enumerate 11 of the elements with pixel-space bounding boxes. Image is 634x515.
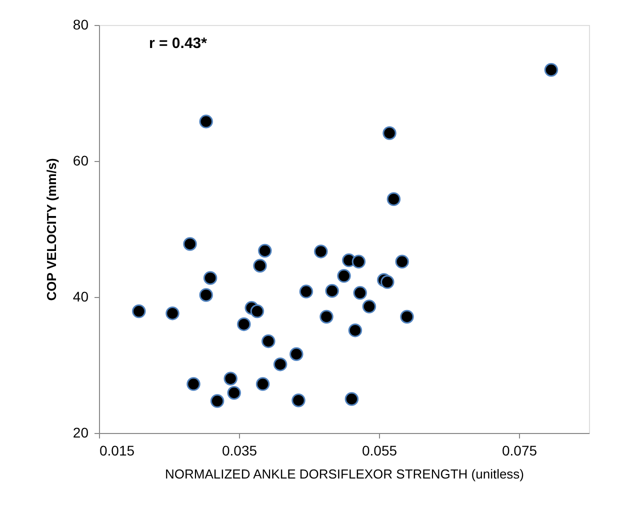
- x-tick-label: 0.035: [222, 442, 258, 458]
- y-tick-label: 60: [72, 152, 89, 168]
- y-axis-title: COP VELOCITY (mm/s): [44, 158, 59, 301]
- annotation: r = 0.43*: [149, 35, 208, 52]
- x-tick-label: 0.055: [362, 442, 398, 458]
- y-tick-label: 40: [72, 288, 89, 304]
- x-tick-label: 0.015: [100, 442, 135, 458]
- y-tick-label: 20: [72, 424, 89, 440]
- y-tick-label: 80: [72, 16, 89, 32]
- x-tick-label: 0.075: [502, 442, 538, 458]
- x-axis-title: NORMALIZED ANKLE DORSIFLEXOR STRENGTH (unitless): [164, 466, 524, 482]
